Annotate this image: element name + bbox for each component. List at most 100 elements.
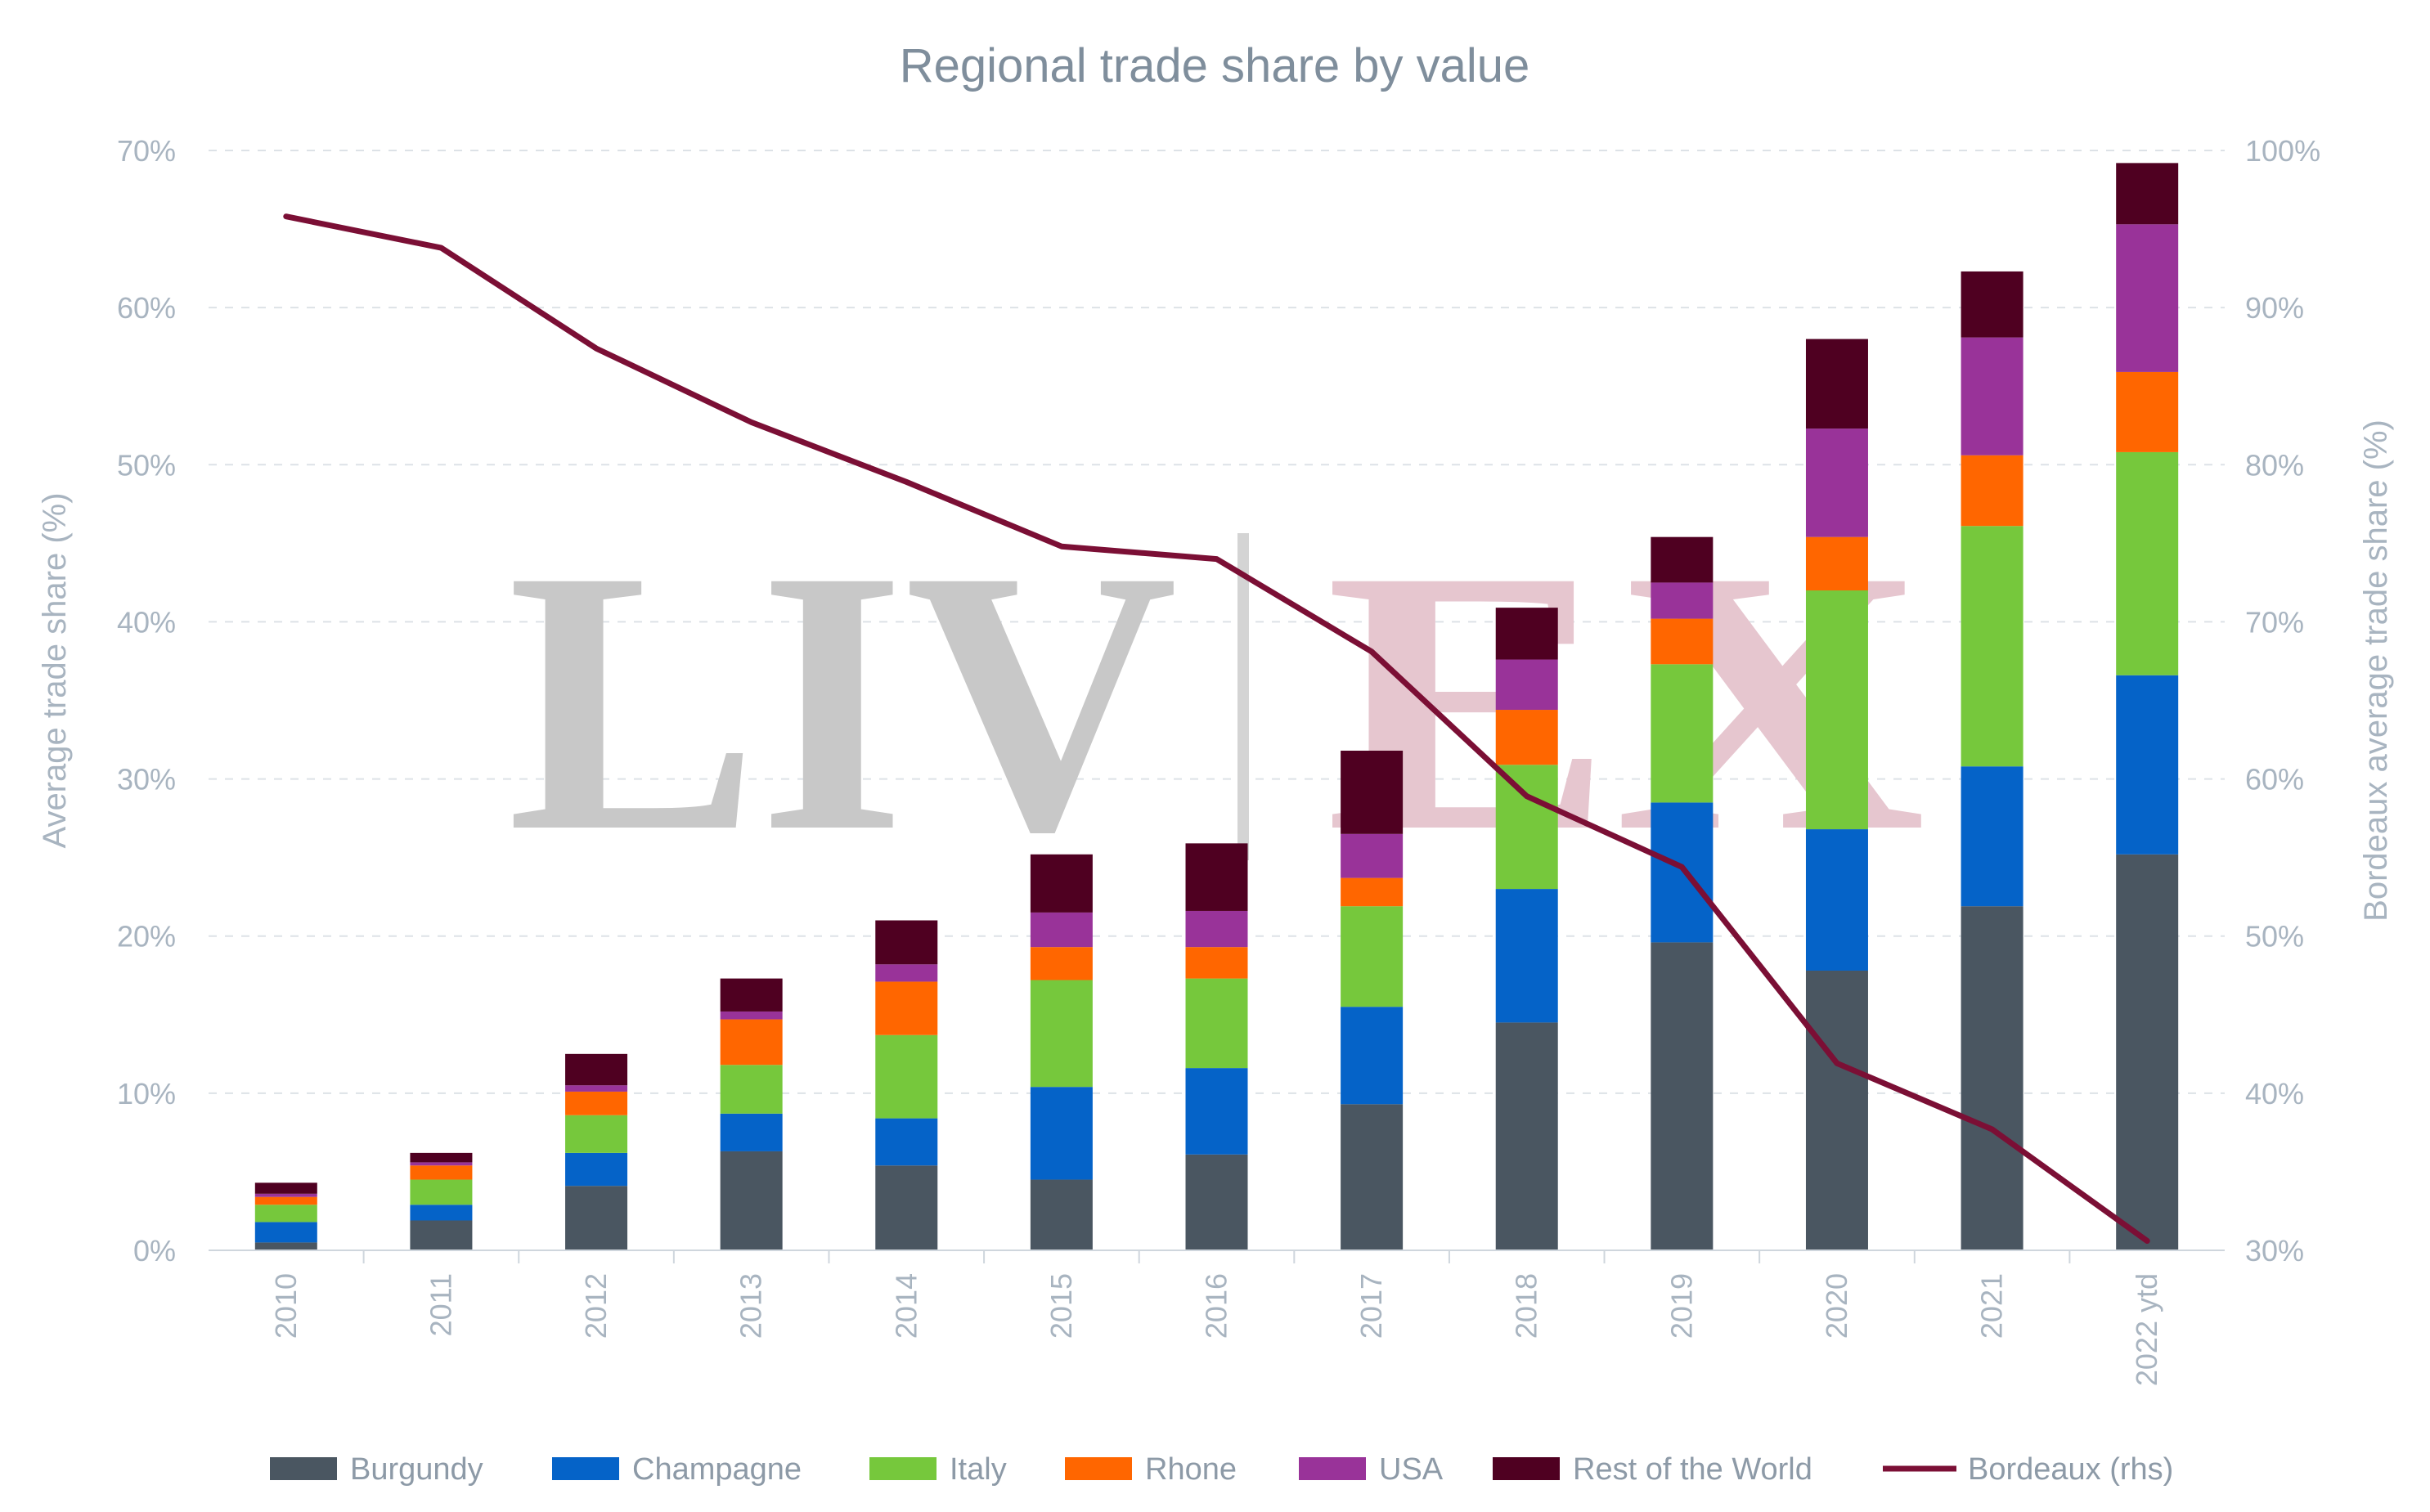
bar-champagne — [1185, 1068, 1248, 1155]
x-tick-label: 2010 — [269, 1273, 303, 1339]
watermark-divider — [1237, 533, 1249, 860]
bar-rest-of-the-world — [2116, 163, 2179, 225]
x-tick-label: 2012 — [579, 1273, 613, 1339]
bar-rest-of-the-world — [565, 1053, 628, 1086]
legend-swatch-rest-of-the-world — [1493, 1457, 1560, 1480]
legend-label-burgundy: Burgundy — [350, 1452, 483, 1487]
bar-champagne — [875, 1118, 938, 1166]
bar-champagne — [1961, 766, 2024, 907]
bar-rhone — [1030, 947, 1093, 980]
left-tick-label: 50% — [117, 448, 176, 482]
bar-rhone — [254, 1196, 317, 1205]
x-tick-label: 2011 — [424, 1273, 457, 1336]
bar-rhone — [720, 1019, 783, 1066]
right-tick-label: 90% — [2245, 291, 2304, 325]
left-tick-label: 60% — [117, 291, 176, 325]
bar-italy — [720, 1065, 783, 1114]
bar-usa — [720, 1011, 783, 1020]
left-tick-label: 0% — [133, 1234, 176, 1267]
bar-rest-of-the-world — [1185, 843, 1248, 911]
bar-italy — [1805, 590, 1868, 830]
bar-italy — [1185, 978, 1248, 1069]
bar-champagne — [1495, 889, 1558, 1023]
legend-label-rest-of-the-world: Rest of the World — [1573, 1452, 1812, 1487]
legend-label-bordeaux-rhs: Bordeaux (rhs) — [1968, 1452, 2173, 1487]
x-tick-label: 2020 — [1820, 1273, 1853, 1339]
x-tick-label: 2017 — [1354, 1273, 1388, 1339]
bar-champagne — [2116, 675, 2179, 855]
left-tick-label: 70% — [117, 134, 176, 168]
bar-rest-of-the-world — [1341, 750, 1404, 834]
bar-burgundy — [1341, 1104, 1404, 1250]
bar-italy — [1030, 980, 1093, 1088]
bar-rest-of-the-world — [1495, 608, 1558, 660]
bar-italy — [254, 1205, 317, 1223]
bar-rest-of-the-world — [720, 978, 783, 1012]
left-tick-label: 10% — [117, 1077, 176, 1110]
bar-burgundy — [875, 1165, 938, 1250]
bar-italy — [1961, 526, 2024, 767]
bar-champagne — [410, 1205, 473, 1221]
x-tick-label: 2018 — [1510, 1273, 1543, 1339]
x-tick-label: 2016 — [1200, 1273, 1233, 1339]
legend-label-usa: USA — [1379, 1452, 1444, 1487]
bar-rhone — [410, 1165, 473, 1180]
bar-champagne — [254, 1222, 317, 1243]
bar-usa — [410, 1162, 473, 1166]
bar-rhone — [2116, 371, 2179, 452]
x-tick-label: 2022 ytd — [2130, 1273, 2163, 1386]
bar-burgundy — [1495, 1022, 1558, 1250]
bar-rhone — [1341, 877, 1404, 907]
bar-usa — [1651, 582, 1714, 619]
bar-burgundy — [565, 1186, 628, 1250]
bordeaux-line-layer — [283, 213, 2150, 1244]
left-tick-label: 40% — [117, 605, 176, 639]
chart-title: Regional trade share by value — [900, 39, 1530, 92]
bar-rest-of-the-world — [254, 1182, 317, 1194]
right-tick-label: 100% — [2245, 134, 2320, 168]
bar-italy — [565, 1115, 628, 1153]
bar-burgundy — [1651, 942, 1714, 1250]
bar-usa — [1185, 910, 1248, 948]
legend-swatch-italy — [869, 1457, 937, 1480]
right-axis-title: Bordeaux average trade share (%) — [2358, 420, 2394, 922]
bar-rest-of-the-world — [1805, 339, 1868, 429]
bar-usa — [1805, 428, 1868, 537]
bar-italy — [875, 1034, 938, 1119]
bar-usa — [875, 964, 938, 982]
bar-usa — [1495, 659, 1558, 711]
bar-champagne — [1341, 1007, 1404, 1105]
bar-champagne — [1030, 1087, 1093, 1180]
left-tick-label: 30% — [117, 763, 176, 796]
bar-rhone — [565, 1091, 628, 1115]
bar-usa — [1341, 833, 1404, 878]
bar-burgundy — [1030, 1179, 1093, 1250]
left-axis-title: Average trade share (%) — [37, 492, 73, 848]
left-tick-label: 20% — [117, 920, 176, 953]
bar-italy — [1341, 906, 1404, 1007]
legend-label-champagne: Champagne — [632, 1452, 802, 1487]
x-tick-label: 2014 — [889, 1273, 923, 1339]
bar-usa — [1030, 912, 1093, 948]
bar-usa — [254, 1193, 317, 1197]
x-tick-label: 2019 — [1664, 1273, 1698, 1339]
bar-champagne — [720, 1113, 783, 1151]
bar-italy — [410, 1179, 473, 1205]
bar-burgundy — [410, 1220, 473, 1250]
legend-swatch-burgundy — [270, 1457, 337, 1480]
legend: Burgundy Champagne Italy Rhone USA Rest of th… — [270, 1452, 2173, 1487]
right-tick-label: 40% — [2245, 1077, 2304, 1110]
x-tick-label: 2021 — [1975, 1273, 2009, 1339]
bar-champagne — [565, 1152, 628, 1187]
legend-swatch-champagne — [552, 1457, 619, 1480]
bar-rest-of-the-world — [410, 1152, 473, 1163]
bar-burgundy — [720, 1151, 783, 1250]
bar-rhone — [1961, 455, 2024, 527]
x-tick-label: 2015 — [1044, 1273, 1078, 1339]
bar-italy — [2116, 451, 2179, 675]
bar-rest-of-the-world — [1651, 536, 1714, 583]
right-tick-label: 30% — [2245, 1234, 2304, 1267]
bar-rhone — [1185, 947, 1248, 979]
right-tick-label: 70% — [2245, 605, 2304, 639]
